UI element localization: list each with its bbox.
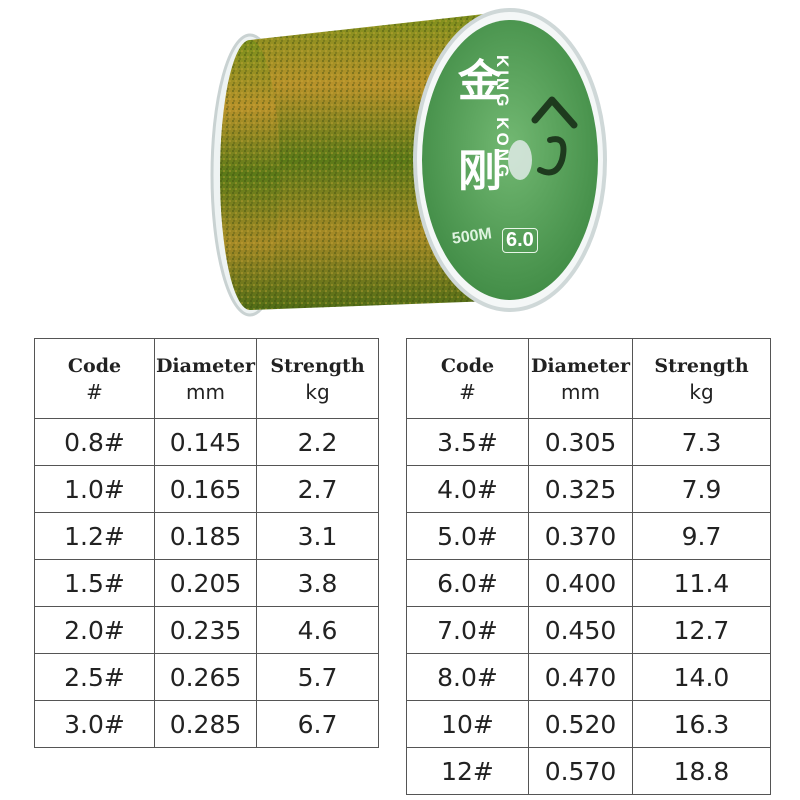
cell-strength: 9.7 bbox=[632, 512, 771, 560]
table-row: 1.0# 0.165 2.7 bbox=[34, 465, 379, 513]
cell-diameter: 0.370 bbox=[528, 512, 633, 560]
cell-code: 3.5# bbox=[406, 418, 529, 466]
cell-diameter: 0.520 bbox=[528, 700, 633, 748]
cell-strength: 7.3 bbox=[632, 418, 771, 466]
table-row: 7.0# 0.450 12.7 bbox=[406, 606, 771, 654]
cell-strength: 3.8 bbox=[256, 559, 379, 607]
cell-diameter: 0.400 bbox=[528, 559, 633, 607]
cell-diameter: 0.205 bbox=[154, 559, 257, 607]
header-strength: Strength kg bbox=[632, 338, 771, 419]
table-row: 1.5# 0.205 3.8 bbox=[34, 559, 379, 607]
cell-code: 1.5# bbox=[34, 559, 155, 607]
product-image: 金 刚 KING KONG 500M 6.0 bbox=[190, 0, 620, 330]
cell-diameter: 0.185 bbox=[154, 512, 257, 560]
spool-illustration bbox=[210, 8, 607, 317]
cell-strength: 2.2 bbox=[256, 418, 379, 466]
cell-code: 5.0# bbox=[406, 512, 529, 560]
cell-strength: 4.6 bbox=[256, 606, 379, 654]
header-diameter: Diameter mm bbox=[528, 338, 633, 419]
header-code: Code # bbox=[34, 338, 155, 419]
cell-code: 6.0# bbox=[406, 559, 529, 607]
cell-strength: 14.0 bbox=[632, 653, 771, 701]
label-size: 6.0 bbox=[502, 228, 538, 253]
cell-code: 1.0# bbox=[34, 465, 155, 513]
cell-diameter: 0.265 bbox=[154, 653, 257, 701]
table-row: 10# 0.520 16.3 bbox=[406, 700, 771, 748]
label-chinese-top: 金 bbox=[458, 56, 502, 107]
cell-diameter: 0.470 bbox=[528, 653, 633, 701]
cell-strength: 2.7 bbox=[256, 465, 379, 513]
table-row: 4.0# 0.325 7.9 bbox=[406, 465, 771, 513]
cell-code: 7.0# bbox=[406, 606, 529, 654]
cell-strength: 7.9 bbox=[632, 465, 771, 513]
table-row: 8.0# 0.470 14.0 bbox=[406, 653, 771, 701]
label-chinese-bottom: 刚 bbox=[458, 146, 502, 197]
cell-diameter: 0.325 bbox=[528, 465, 633, 513]
cell-diameter: 0.165 bbox=[154, 465, 257, 513]
label-brand: KING KONG bbox=[493, 55, 512, 181]
table-header-row: Code # Diameter mm Strength kg bbox=[34, 338, 379, 419]
header-diameter: Diameter mm bbox=[154, 338, 257, 419]
table-row: 3.0# 0.285 6.7 bbox=[34, 700, 379, 748]
table-header-row: Code # Diameter mm Strength kg bbox=[406, 338, 771, 419]
cell-code: 1.2# bbox=[34, 512, 155, 560]
cell-code: 3.0# bbox=[34, 700, 155, 748]
cell-diameter: 0.450 bbox=[528, 606, 633, 654]
cell-code: 2.0# bbox=[34, 606, 155, 654]
cell-code: 2.5# bbox=[34, 653, 155, 701]
cell-strength: 11.4 bbox=[632, 559, 771, 607]
spec-table-right: Code # Diameter mm Strength kg 3.5# 0.305 7.3… bbox=[406, 338, 771, 795]
table-row: 1.2# 0.185 3.1 bbox=[34, 512, 379, 560]
cell-code: 4.0# bbox=[406, 465, 529, 513]
cell-strength: 6.7 bbox=[256, 700, 379, 748]
table-row: 5.0# 0.370 9.7 bbox=[406, 512, 771, 560]
cell-diameter: 0.235 bbox=[154, 606, 257, 654]
table-body-right: 3.5# 0.305 7.3 4.0# 0.325 7.9 5.0# 0.370 9.7 6.0#… bbox=[406, 418, 771, 795]
cell-diameter: 0.285 bbox=[154, 700, 257, 748]
cell-diameter: 0.305 bbox=[528, 418, 633, 466]
table-body-left: 0.8# 0.145 2.2 1.0# 0.165 2.7 1.2# 0.185 3.1 1.5#… bbox=[34, 418, 379, 748]
cell-strength: 18.8 bbox=[632, 747, 771, 795]
cell-code: 12# bbox=[406, 747, 529, 795]
cell-code: 0.8# bbox=[34, 418, 155, 466]
cell-diameter: 0.570 bbox=[528, 747, 633, 795]
cell-code: 8.0# bbox=[406, 653, 529, 701]
spec-table-left: Code # Diameter mm Strength kg 0.8# 0.145 2.2… bbox=[34, 338, 379, 748]
cell-strength: 3.1 bbox=[256, 512, 379, 560]
header-strength: Strength kg bbox=[256, 338, 379, 419]
cell-diameter: 0.145 bbox=[154, 418, 257, 466]
table-row: 3.5# 0.305 7.3 bbox=[406, 418, 771, 466]
table-row: 2.0# 0.235 4.6 bbox=[34, 606, 379, 654]
table-row: 0.8# 0.145 2.2 bbox=[34, 418, 379, 466]
table-row: 2.5# 0.265 5.7 bbox=[34, 653, 379, 701]
table-row: 12# 0.570 18.8 bbox=[406, 747, 771, 795]
cell-strength: 16.3 bbox=[632, 700, 771, 748]
table-row: 6.0# 0.400 11.4 bbox=[406, 559, 771, 607]
cell-code: 10# bbox=[406, 700, 529, 748]
header-code: Code # bbox=[406, 338, 529, 419]
cell-strength: 12.7 bbox=[632, 606, 771, 654]
cell-strength: 5.7 bbox=[256, 653, 379, 701]
